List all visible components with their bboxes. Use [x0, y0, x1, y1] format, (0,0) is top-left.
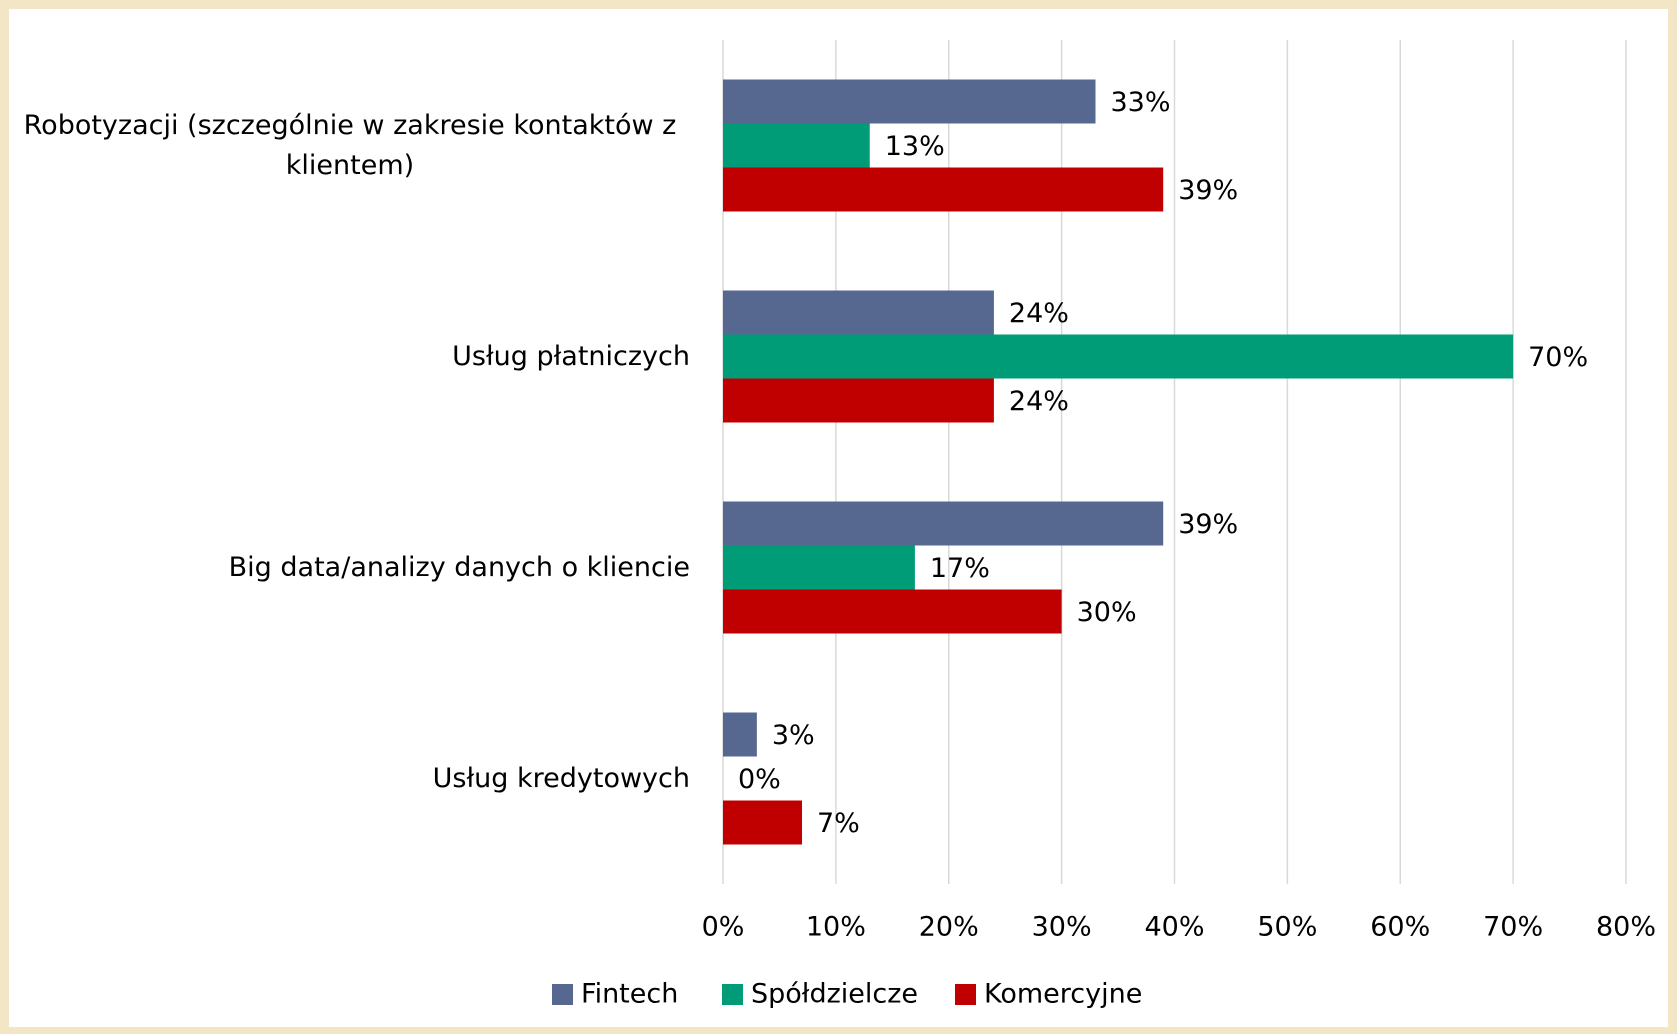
category-label: Robotyzacji (szczególnie w zakresie kont… [10, 106, 690, 186]
data-label: 17% [930, 553, 990, 584]
data-label: 7% [817, 808, 860, 839]
bar [723, 167, 1164, 212]
category-label: Usług kredytowych [10, 759, 690, 799]
data-label: 33% [1110, 87, 1170, 118]
bar [723, 334, 1514, 379]
category-text: Usług płatniczych [452, 340, 690, 372]
bar [723, 589, 1062, 634]
legend-label: Spółdzielcze [751, 979, 918, 1010]
bar [723, 123, 870, 168]
bar [723, 800, 803, 845]
category-label: Usług płatniczych [10, 337, 690, 377]
bar [723, 501, 1164, 546]
data-label: 39% [1178, 175, 1238, 206]
data-label: 70% [1528, 342, 1588, 373]
legend-label: Fintech [581, 979, 678, 1010]
data-label: 0% [738, 764, 781, 795]
data-label: 39% [1178, 509, 1238, 540]
data-label: 3% [772, 720, 815, 751]
legend-label: Komercyjne [984, 979, 1142, 1010]
x-tick-label: 70% [1483, 912, 1543, 943]
category-text: Usług kredytowych [432, 762, 690, 794]
bar [723, 378, 994, 423]
bar [723, 79, 1096, 124]
bar [723, 290, 994, 335]
bar [723, 712, 757, 757]
bar [723, 545, 915, 590]
x-tick-label: 10% [806, 912, 866, 943]
legend-swatch [552, 984, 573, 1005]
data-label: 24% [1009, 386, 1069, 417]
data-label: 13% [885, 131, 945, 162]
category-text: Robotyzacji (szczególnie w zakresie kont… [23, 109, 677, 181]
category-text: Big data/analizy danych o kliencie [228, 551, 690, 583]
x-tick-label: 0% [702, 912, 745, 943]
data-label: 30% [1077, 597, 1137, 628]
category-label: Big data/analizy danych o kliencie [10, 548, 690, 588]
x-tick-label: 80% [1596, 912, 1656, 943]
x-tick-label: 40% [1144, 912, 1204, 943]
data-label: 24% [1009, 298, 1069, 329]
x-tick-label: 30% [1032, 912, 1092, 943]
legend-swatch [955, 984, 976, 1005]
legend-swatch [722, 984, 743, 1005]
x-tick-label: 60% [1370, 912, 1430, 943]
x-tick-label: 20% [919, 912, 979, 943]
x-tick-label: 50% [1257, 912, 1317, 943]
